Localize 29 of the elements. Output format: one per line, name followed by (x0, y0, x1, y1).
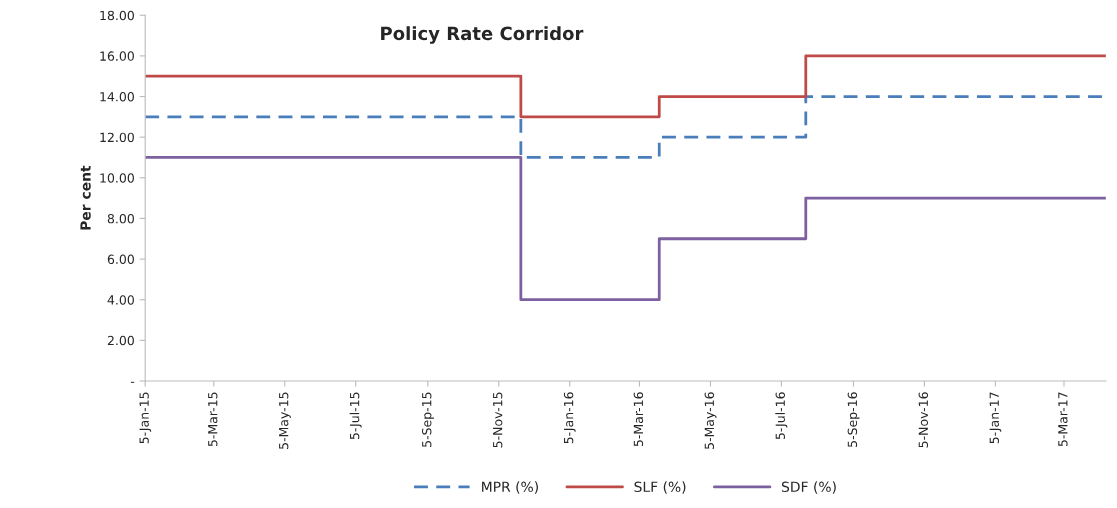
x-tick-label: 5-Jan-17 (989, 392, 1002, 444)
y-tick-label: - (130, 381, 135, 383)
x-tick-label: 5-May-15 (279, 392, 291, 449)
y-tick-label: 18.00 (100, 10, 134, 21)
legend-label: MPR (%) (482, 481, 538, 494)
x-tick-label: 5-Nov-16 (918, 392, 929, 448)
y-tick-label: 6.00 (107, 254, 134, 265)
legend-label: SLF (%) (634, 481, 686, 494)
y-axis-title: Per cent (80, 165, 91, 230)
x-tick-label: 5-Mar-16 (633, 392, 644, 447)
x-tick-label: 5-Jan-16 (563, 392, 576, 444)
x-tick-label: 5-Nov-15 (493, 392, 503, 448)
x-tick-label: 5-Sep-16 (847, 392, 860, 447)
x-tick-label: 5-May-16 (704, 392, 717, 449)
x-tick-label: 5-Mar-17 (1058, 392, 1068, 447)
y-tick-label: 14.00 (100, 91, 134, 102)
text: Policy Rate Corridor (381, 26, 584, 44)
x-tick-label: 5-Sep-15 (421, 392, 434, 447)
y-tick-label: 16.00 (100, 51, 134, 61)
y-tick-label: 2.00 (107, 335, 134, 346)
x-tick-label: 5-Jul-16 (775, 392, 788, 440)
y-tick-label: 10.00 (100, 173, 134, 183)
x-tick-label: 5-Jul-15 (349, 392, 362, 440)
y-tick-label: 8.00 (107, 213, 134, 224)
y-tick-label: 12.00 (100, 132, 134, 143)
legend-label: SDF (%) (781, 481, 836, 494)
x-tick-label: 5-Jan-15 (139, 392, 152, 444)
y-tick-label: 4.00 (107, 295, 134, 305)
x-tick-label: 5-Mar-15 (208, 392, 218, 447)
